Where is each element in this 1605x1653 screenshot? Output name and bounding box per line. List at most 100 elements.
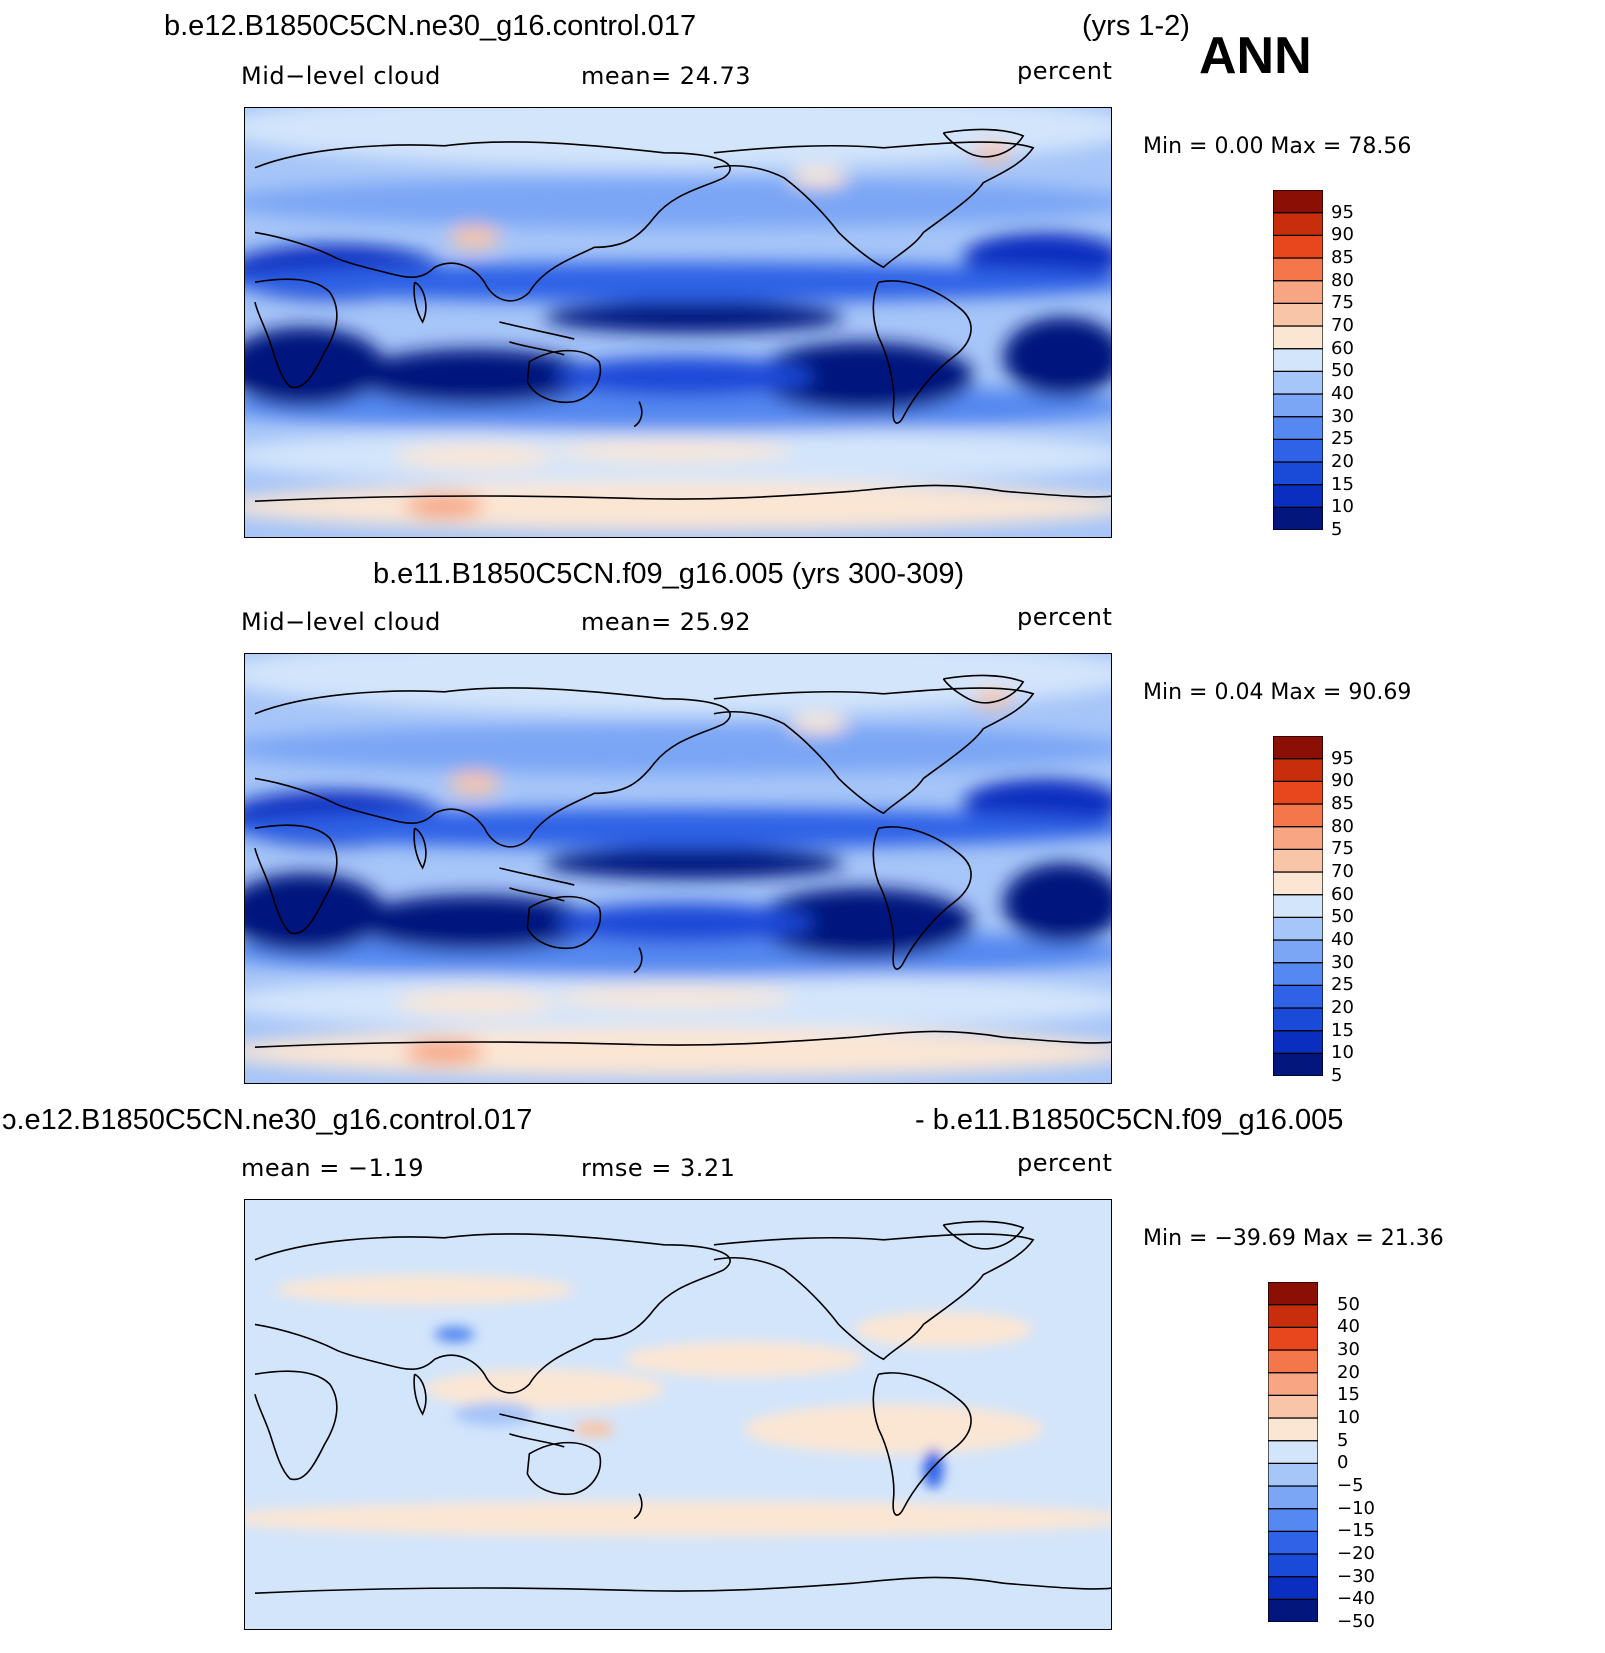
coastline bbox=[942, 674, 1025, 704]
panel3-colorbar-tick-label: 20 bbox=[1337, 1361, 1360, 1383]
panel1-colorbar-swatch bbox=[1273, 325, 1323, 350]
panel3-title-left: ɔ.e12.B1850C5CN.ne30_g16.control.017 bbox=[2, 1104, 533, 1136]
panel2-colorbar-tick-label: 25 bbox=[1331, 974, 1354, 996]
panel1-title: b.e12.B1850C5CN.ne30_g16.control.017 bbox=[164, 10, 697, 42]
coastline bbox=[713, 1233, 1035, 1361]
panel3-colorbar-swatch bbox=[1268, 1553, 1318, 1578]
cloud-field-region bbox=[245, 1027, 1111, 1078]
coastline bbox=[254, 687, 731, 848]
panel2-colorbar-swatch bbox=[1273, 1007, 1323, 1032]
panel3-colorbar-tick-label: −30 bbox=[1337, 1565, 1375, 1587]
coastline bbox=[526, 349, 602, 404]
panel1-colorbar-swatch bbox=[1273, 257, 1323, 282]
panel2-colorbar-tick-label: 80 bbox=[1331, 815, 1354, 837]
panel2-colorbar-tick-label: 5 bbox=[1331, 1065, 1343, 1086]
panel2-colorbar-swatch bbox=[1273, 1052, 1323, 1076]
panel3-colorbar bbox=[1268, 1282, 1318, 1622]
cloud-field-region bbox=[449, 771, 500, 796]
panel2-colorbar-swatch bbox=[1273, 736, 1323, 760]
cloud-field-region bbox=[1003, 317, 1111, 397]
panel2-colorbar-tick-label: 20 bbox=[1331, 997, 1354, 1018]
panel3-colorbar-swatch bbox=[1268, 1598, 1318, 1622]
coastline bbox=[526, 1441, 602, 1496]
panel3-minmax: Min = −39.69 Max = 21.36 bbox=[1143, 1226, 1444, 1251]
panel3-colorbar-swatch bbox=[1268, 1576, 1318, 1600]
panel2-title: b.e11.B1850C5CN.f09_g16.005 (yrs 300-309… bbox=[373, 558, 965, 590]
panel2-minmax: Min = 0.04 Max = 90.69 bbox=[1143, 680, 1412, 705]
coastline bbox=[942, 1220, 1025, 1250]
panel3-colorbar-swatch bbox=[1268, 1462, 1318, 1487]
panel2-colorbar-swatch bbox=[1273, 803, 1323, 828]
panel1-colorbar-swatch bbox=[1273, 506, 1323, 530]
coastline bbox=[872, 826, 972, 970]
coastline bbox=[413, 1373, 427, 1416]
panel1-colorbar-tick-label: 50 bbox=[1331, 360, 1354, 382]
panel2-colorbar-tick-label: 90 bbox=[1331, 770, 1354, 792]
panel3-colorbar-swatch bbox=[1268, 1394, 1318, 1419]
panel1-colorbar-tick-label: 60 bbox=[1331, 337, 1354, 359]
coastline bbox=[254, 824, 338, 935]
panel1-colorbar-swatch bbox=[1273, 348, 1323, 372]
panel3-colorbar-swatch bbox=[1268, 1349, 1318, 1374]
cloud-field-region bbox=[554, 441, 794, 462]
cloud-field-region bbox=[245, 108, 1111, 168]
cloud-field-region bbox=[973, 688, 1014, 709]
panel3-colorbar-swatch bbox=[1268, 1372, 1318, 1396]
panel3-colorbar-tick-label: 30 bbox=[1337, 1339, 1360, 1360]
panel1-mean: mean= 24.73 bbox=[581, 62, 752, 90]
panel1-colorbar-tick-label: 5 bbox=[1331, 519, 1343, 540]
panel2-colorbar-swatch bbox=[1273, 984, 1323, 1009]
panel3-colorbar-tick-label: 5 bbox=[1337, 1429, 1349, 1451]
cloud-field-region bbox=[788, 167, 849, 188]
panel3-colorbar-tick-label: 15 bbox=[1337, 1384, 1360, 1406]
cloud-field-region bbox=[554, 902, 814, 943]
cloud-field-region bbox=[753, 887, 974, 958]
panel1-colorbar-swatch bbox=[1273, 212, 1323, 236]
panel3-colorbar-tick-label: −20 bbox=[1337, 1543, 1375, 1564]
cloud-field-region bbox=[394, 990, 555, 1015]
panel3-mean: mean = −1.19 bbox=[241, 1154, 424, 1182]
cloud-field-region bbox=[554, 987, 794, 1008]
cloud-field-region bbox=[274, 1274, 575, 1305]
cloud-field-region bbox=[449, 225, 500, 250]
panel3-colorbar-swatch bbox=[1268, 1440, 1318, 1464]
coastline bbox=[942, 128, 1025, 158]
panel1-colorbar-swatch bbox=[1273, 280, 1323, 304]
panel1-colorbar-swatch bbox=[1273, 393, 1323, 418]
panel1-colorbar-tick-label: 85 bbox=[1331, 247, 1354, 268]
panel1-colorbar-tick-label: 80 bbox=[1331, 269, 1354, 291]
coastline bbox=[254, 484, 1111, 502]
coastline bbox=[872, 280, 972, 424]
panel1-colorbar-tick-label: 30 bbox=[1331, 405, 1354, 427]
coastline bbox=[413, 827, 427, 870]
panel2-colorbar-tick-label: 60 bbox=[1331, 883, 1354, 905]
coastline bbox=[254, 1576, 1111, 1594]
cloud-field-region bbox=[544, 301, 844, 333]
panel2-mean: mean= 25.92 bbox=[581, 608, 752, 636]
panel3-colorbar-tick-label: −10 bbox=[1337, 1497, 1375, 1519]
cloud-field-region bbox=[554, 356, 814, 397]
panel3-colorbar-swatch bbox=[1268, 1530, 1318, 1555]
panel2-colorbar-swatch bbox=[1273, 780, 1323, 805]
panel3-colorbar-tick-label: 0 bbox=[1337, 1452, 1349, 1474]
panel2-colorbar-ticks: 95 90 85 80 75 70 60 50 40 30 25 20 15 10 5 bbox=[1331, 736, 1391, 1086]
panel1-units: percent bbox=[1017, 57, 1113, 85]
panel1-colorbar-swatch bbox=[1273, 461, 1323, 486]
panel1-colorbar-swatch bbox=[1273, 234, 1323, 259]
panel3-colorbar-swatch bbox=[1268, 1508, 1318, 1532]
panel3-colorbar-ticks: 50 40 30 20 15 10 5 0 −5 −10 −15 −20 −30 −40 −50 bbox=[1337, 1282, 1397, 1632]
panel3-title-right: - b.e11.B1850C5CN.f09_g16.005 bbox=[915, 1104, 1344, 1136]
cloud-field-region bbox=[574, 1420, 615, 1437]
cloud-field-region bbox=[454, 1402, 535, 1426]
cloud-field-region bbox=[1003, 863, 1111, 943]
cloud-field-region bbox=[245, 177, 1111, 228]
cloud-field-region bbox=[245, 1553, 1111, 1584]
cloud-field-region bbox=[245, 872, 385, 953]
panel2-colorbar-swatch bbox=[1273, 939, 1323, 964]
panel1-colorbar-swatch bbox=[1273, 190, 1323, 214]
coastline bbox=[526, 895, 602, 950]
cloud-field-region bbox=[544, 847, 844, 879]
panel2-colorbar-tick-label: 30 bbox=[1331, 951, 1354, 973]
panel1-colorbar-swatch bbox=[1273, 416, 1323, 440]
cloud-field-region bbox=[853, 1311, 1034, 1348]
